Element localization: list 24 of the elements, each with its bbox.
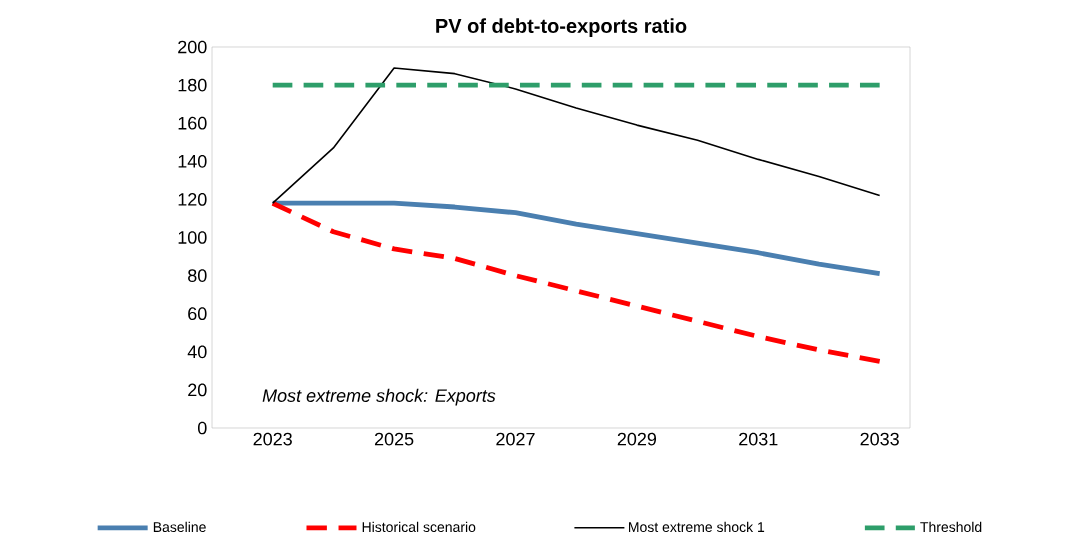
x-tick-label: 2031 [739,432,778,446]
y-tick-label: 80 [188,269,207,282]
x-tick-label: 2033 [860,432,899,446]
y-tick-label: 100 [178,231,207,244]
x-tick-label: 2027 [496,432,535,446]
y-tick-label: 140 [178,154,207,168]
y-tick-label: 120 [178,193,207,206]
legend-label: Most extreme shock 1 [629,521,765,533]
y-tick-label: 0 [197,421,207,435]
x-tick-label: 2025 [374,432,414,446]
legend-label: Baseline [153,521,206,533]
y-tick-label: 160 [178,116,207,130]
x-tick-label: 2029 [617,432,657,446]
y-tick-label: 20 [188,383,207,397]
y-tick-label: 60 [188,307,207,321]
y-tick-label: 180 [178,78,207,92]
legend-label: Threshold [920,521,982,533]
line-series [271,67,881,205]
x-tick-label: 2023 [253,432,292,446]
y-tick-label: 200 [178,40,207,54]
chart-title: PV of debt-to-exports ratio [436,18,687,37]
legend-label: Historical scenario [362,521,476,533]
y-tick-label: 40 [187,345,207,359]
annotation: Most extreme shock: Exports [262,388,496,406]
